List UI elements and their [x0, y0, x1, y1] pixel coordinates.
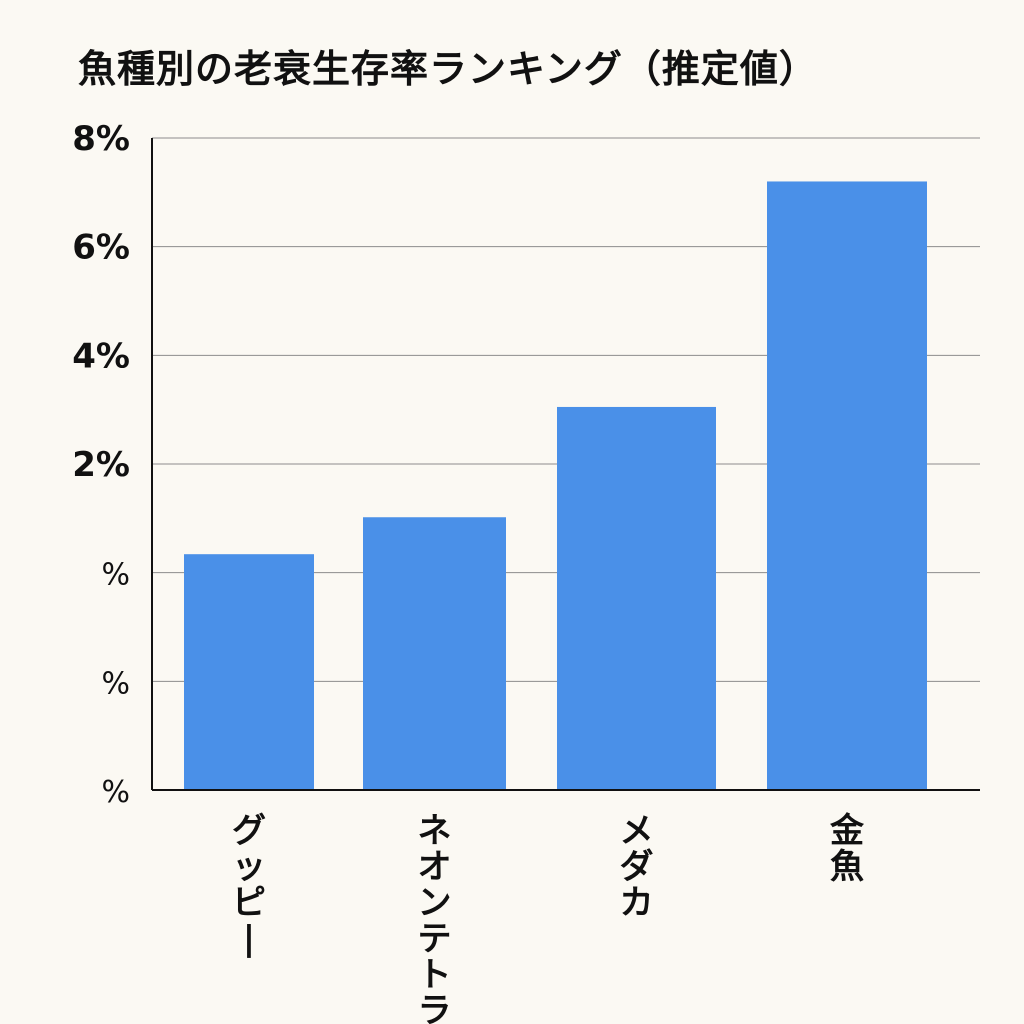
x-category-char: ピ: [232, 883, 266, 923]
x-category-char: オ: [418, 847, 452, 887]
y-tick-label: %: [101, 666, 130, 701]
x-category-char: ダ: [620, 847, 654, 887]
chart-title: 魚種別の老衰生存率ランキング（推定値）: [78, 47, 818, 91]
y-tick-label: 6%: [72, 228, 130, 268]
bar: [363, 517, 506, 790]
x-category-label: ネオンテトラ: [418, 811, 452, 1024]
x-category-char: |: [243, 919, 255, 959]
bar: [557, 406, 716, 790]
x-category-char: ッ: [232, 847, 266, 887]
x-category-char: カ: [620, 883, 654, 923]
y-tick-label: 2%: [72, 445, 130, 485]
x-category-char: ト: [418, 955, 452, 995]
y-tick-label: 8%: [72, 119, 130, 159]
y-tick-label: 4%: [72, 336, 130, 376]
x-category-char: テ: [418, 919, 452, 959]
x-category-char: ネ: [418, 811, 452, 851]
x-category-char: ン: [418, 883, 452, 923]
bar: [767, 181, 927, 790]
y-tick-label: %: [101, 558, 130, 593]
x-category-label: 金魚: [829, 811, 865, 887]
x-category-char: 金: [829, 811, 865, 851]
bar: [184, 554, 314, 790]
x-category-char: メ: [620, 811, 654, 851]
x-category-char: 魚: [830, 847, 864, 887]
y-tick-label: %: [101, 775, 130, 810]
x-category-label: メダカ: [620, 811, 654, 923]
x-category-char: ラ: [418, 991, 452, 1024]
x-category-char: グ: [232, 811, 266, 851]
x-category-label: グッピ|: [232, 811, 266, 959]
